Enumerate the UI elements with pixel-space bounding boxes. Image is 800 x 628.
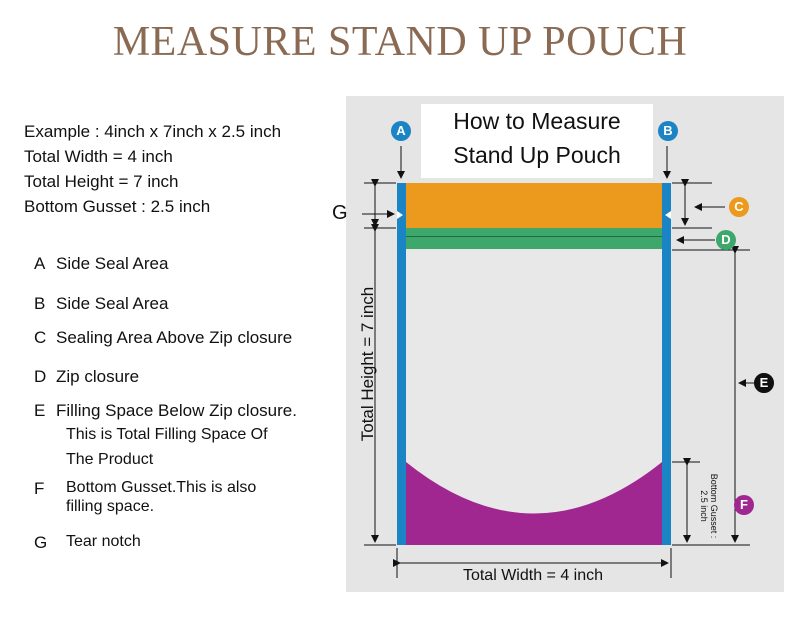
- marker-d-badge: D: [716, 230, 736, 250]
- legend-a-text: Side Seal Area: [56, 254, 169, 273]
- legend-c-text: Sealing Area Above Zip closure: [56, 328, 293, 347]
- marker-b-badge: B: [658, 121, 678, 141]
- zip-closure-strip: [406, 228, 662, 236]
- marker-c-badge: C: [729, 197, 749, 217]
- legend-letter-a: A: [34, 254, 46, 273]
- legend-letter-g: G: [34, 533, 48, 552]
- example-line: Example : 4inch x 7inch x 2.5 inch: [24, 122, 282, 141]
- bottom-gusset-label-2: 2.5 inch: [699, 490, 709, 522]
- side-seal-left: [397, 183, 406, 545]
- total-width-label: Total Width = 4 inch: [462, 567, 604, 584]
- diagram-heading-line-2: Stand Up Pouch: [453, 142, 621, 168]
- legend-f-text-2: filling space.: [66, 498, 155, 515]
- legend-letter-b: B: [34, 294, 46, 313]
- diagram-heading-line-1: How to Measure: [453, 108, 621, 134]
- legend-e-text-1: Filling Space Below Zip closure.: [56, 401, 297, 420]
- bottom-gusset-line: Bottom Gusset : 2.5 inch: [24, 197, 211, 216]
- legend-e-text-2: This is Total Filling Space Of: [66, 426, 268, 443]
- page-title: MEASURE STAND UP POUCH: [112, 19, 688, 65]
- total-height-line: Total Height = 7 inch: [24, 172, 179, 191]
- legend-letter-e: E: [34, 401, 46, 420]
- legend-b-text: Side Seal Area: [56, 294, 169, 313]
- bottom-gusset-area: [406, 462, 662, 545]
- info-column: Example : 4inch x 7inch x 2.5 inch Total…: [0, 96, 346, 592]
- diagram-heading-box: How to Measure Stand Up Pouch: [421, 104, 653, 178]
- marker-g-label: G: [332, 202, 348, 224]
- top-seal-area: [406, 183, 662, 228]
- legend-f-text-1: Bottom Gusset.This is also: [66, 479, 257, 496]
- tear-notch-right: [665, 211, 671, 219]
- zip-closure-strip-lower: [406, 237, 662, 249]
- bottom-gusset-label-1: Bottom Gusset :: [709, 473, 719, 539]
- legend-letter-c: C: [34, 328, 47, 347]
- tear-notch-left: [397, 211, 403, 219]
- marker-a-badge: A: [391, 121, 411, 141]
- legend-e-text-3: The Product: [66, 451, 154, 468]
- marker-e-badge: E: [754, 373, 774, 393]
- legend-d-text: Zip closure: [56, 367, 140, 386]
- total-height-label: Total Height = 7 inch: [358, 286, 377, 442]
- total-width-line: Total Width = 4 inch: [24, 147, 173, 166]
- legend-g-text: Tear notch: [66, 533, 141, 550]
- marker-f-badge: F: [734, 495, 754, 515]
- side-seal-right: [662, 183, 671, 545]
- bottom-gusset-label: Bottom Gusset : 2.5 inch: [699, 456, 719, 556]
- legend-letter-f: F: [34, 479, 45, 498]
- legend-letter-d: D: [34, 367, 47, 386]
